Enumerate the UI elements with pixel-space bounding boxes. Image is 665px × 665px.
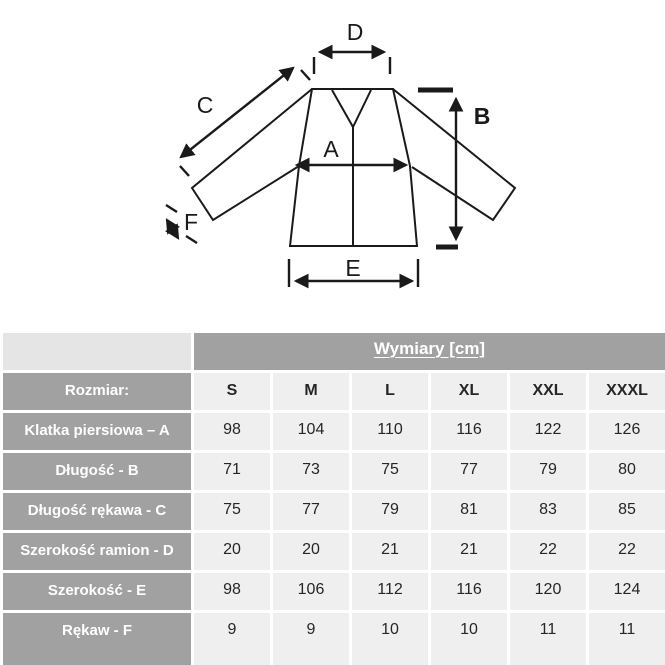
- value-cell: 20: [273, 533, 349, 570]
- table-row-cuff-f: Rękaw - F 9 9 10 10 11 11: [3, 613, 665, 665]
- measure-d-ticks: [312, 57, 392, 74]
- value-cell: 98: [194, 413, 270, 450]
- measure-d-arrow: [312, 44, 392, 74]
- measure-c-arrow: [179, 66, 311, 177]
- value-cell: 10: [431, 613, 507, 665]
- diagram-label-b: B: [474, 103, 491, 129]
- value-cell: 83: [510, 493, 586, 530]
- size-header-xxxl: XXXL: [589, 373, 665, 410]
- row-label: Długość rękawa - C: [3, 493, 191, 530]
- value-cell: 22: [589, 533, 665, 570]
- table-row-length-b: Długość - B 71 73 75 77 79 80: [3, 453, 665, 490]
- size-header-xl: XL: [431, 373, 507, 410]
- measure-e-ticks: [287, 259, 420, 287]
- row-label: Klatka piersiowa – A: [3, 413, 191, 450]
- value-cell: 120: [510, 573, 586, 610]
- value-cell: 104: [273, 413, 349, 450]
- value-cell: 75: [352, 453, 428, 490]
- value-cell: 79: [352, 493, 428, 530]
- value-cell: 77: [431, 453, 507, 490]
- value-cell: 10: [352, 613, 428, 665]
- row-label: Szerokość ramion - D: [3, 533, 191, 570]
- table-main-header: Wymiary [cm]: [194, 333, 665, 370]
- measure-b-end-bars: [418, 87, 458, 250]
- value-cell: 116: [431, 413, 507, 450]
- measure-f-arrow: [165, 203, 198, 245]
- table-main-header-row: Wymiary [cm]: [3, 333, 665, 370]
- jacket-right-sleeve: [392, 88, 517, 222]
- diagram-label-e: E: [345, 255, 360, 281]
- measure-f-ticks: [165, 203, 198, 245]
- diagram-label-a: A: [323, 136, 339, 162]
- table-row-shoulder-width-d: Szerokość ramion - D 20 20 21 21 22 22: [3, 533, 665, 570]
- size-header-s: S: [194, 373, 270, 410]
- size-table: Wymiary [cm] Rozmiar: S M L XL XXL XXXL …: [0, 330, 665, 665]
- jacket-collar-v: [331, 89, 372, 130]
- row-label-rozmiar: Rozmiar:: [3, 373, 191, 410]
- value-cell: 20: [194, 533, 270, 570]
- diagram-label-d: D: [347, 19, 364, 45]
- corner-cell: [3, 333, 191, 370]
- value-cell: 77: [273, 493, 349, 530]
- value-cell: 122: [510, 413, 586, 450]
- value-cell: 9: [194, 613, 270, 665]
- table-row-chest-a: Klatka piersiowa – A 98 104 110 116 122 …: [3, 413, 665, 450]
- diagram-label-f: F: [184, 209, 198, 235]
- value-cell: 21: [431, 533, 507, 570]
- size-header-row: Rozmiar: S M L XL XXL XXXL: [3, 373, 665, 410]
- value-cell: 11: [510, 613, 586, 665]
- measure-b-arrow: [418, 87, 464, 250]
- table-main-header-text: Wymiary [cm]: [373, 339, 486, 358]
- value-cell: 75: [194, 493, 270, 530]
- value-cell: 110: [352, 413, 428, 450]
- garment-measurement-diagram: A B C D E F: [0, 0, 665, 330]
- value-cell: 126: [589, 413, 665, 450]
- value-cell: 11: [589, 613, 665, 665]
- value-cell: 71: [194, 453, 270, 490]
- size-header-l: L: [352, 373, 428, 410]
- value-cell: 112: [352, 573, 428, 610]
- value-cell: 22: [510, 533, 586, 570]
- value-cell: 116: [431, 573, 507, 610]
- value-cell: 81: [431, 493, 507, 530]
- row-label: Rękaw - F: [3, 613, 191, 665]
- diagram-label-c: C: [197, 92, 214, 118]
- size-header-m: M: [273, 373, 349, 410]
- value-cell: 98: [194, 573, 270, 610]
- table-row-sleeve-length-c: Długość rękawa - C 75 77 79 81 83 85: [3, 493, 665, 530]
- value-cell: 73: [273, 453, 349, 490]
- jacket-diagram-svg: A B C D E F: [165, 19, 517, 289]
- measure-e-arrow: [287, 259, 420, 289]
- table-row-width-e: Szerokość - E 98 106 112 116 120 124: [3, 573, 665, 610]
- value-cell: 21: [352, 533, 428, 570]
- row-label: Długość - B: [3, 453, 191, 490]
- value-cell: 106: [273, 573, 349, 610]
- value-cell: 9: [273, 613, 349, 665]
- jacket-outline: [190, 88, 517, 247]
- size-header-xxl: XXL: [510, 373, 586, 410]
- value-cell: 124: [589, 573, 665, 610]
- value-cell: 80: [589, 453, 665, 490]
- row-label: Szerokość - E: [3, 573, 191, 610]
- value-cell: 79: [510, 453, 586, 490]
- measure-c-ticks: [179, 69, 311, 177]
- value-cell: 85: [589, 493, 665, 530]
